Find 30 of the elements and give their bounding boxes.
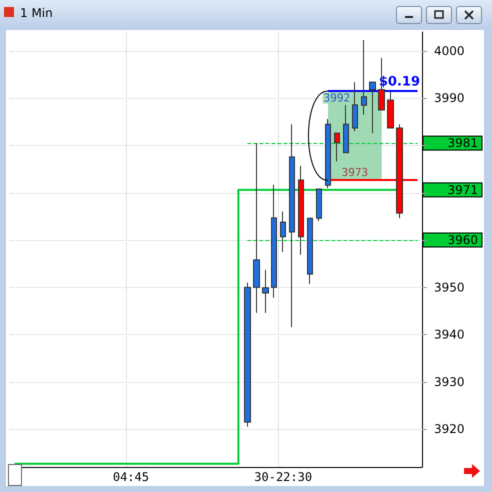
annotation: 3973	[342, 166, 368, 179]
y-tick-label: 3920	[434, 422, 465, 436]
candlestick	[280, 211, 286, 252]
candlestick	[289, 124, 295, 328]
candlestick	[369, 82, 376, 134]
annotation: 3992	[324, 92, 350, 105]
candlestick	[334, 132, 340, 162]
chart-title: 1 Min	[20, 6, 53, 20]
candlestick	[253, 142, 260, 314]
y-tick-label: 3930	[434, 374, 465, 389]
y-tick-label: 4000	[434, 44, 465, 58]
candlestick	[271, 184, 277, 298]
x-tick-label: 04:45	[112, 470, 149, 484]
candlestick	[387, 91, 394, 128]
candlestick	[298, 165, 304, 256]
candlestick	[325, 118, 331, 189]
candlestick	[307, 218, 313, 285]
y-tick-label: 3990	[434, 91, 465, 106]
candlestick	[352, 82, 358, 132]
ref-line-label: 3981	[447, 136, 478, 150]
y-tick-label: 3940	[434, 328, 465, 342]
candlestick	[262, 269, 269, 314]
candlestick	[361, 40, 367, 116]
candlestick	[343, 104, 349, 154]
candlestick	[244, 282, 251, 428]
y-tick-label: 3950	[434, 280, 465, 294]
candlestick	[316, 188, 322, 222]
text: 3971	[447, 182, 478, 197]
x-tick-label: 30-22:30	[254, 470, 312, 484]
ref-line-label: 3960	[447, 233, 478, 248]
